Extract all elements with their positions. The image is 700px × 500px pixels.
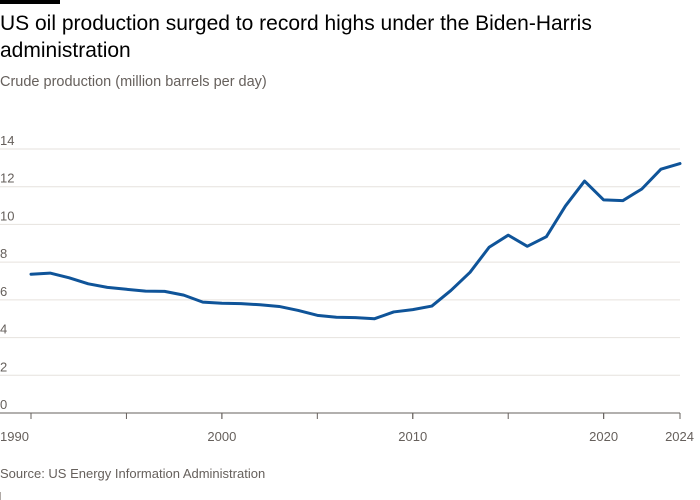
series-lines bbox=[29, 162, 682, 321]
data-point-2024 bbox=[678, 162, 682, 166]
data-point-2005 bbox=[315, 313, 319, 317]
chart-title: US oil production surged to record highs… bbox=[0, 12, 592, 62]
x-tick-label-1990: 1990 bbox=[0, 429, 29, 444]
data-point-1990 bbox=[29, 272, 33, 276]
chart-subtitle: Crude production (million barrels per da… bbox=[0, 74, 267, 90]
data-point-2016 bbox=[525, 244, 529, 248]
data-point-2013 bbox=[468, 270, 472, 274]
data-point-2007 bbox=[354, 316, 358, 320]
top-rule bbox=[0, 0, 60, 4]
data-point-2019 bbox=[583, 179, 587, 183]
corner-mark bbox=[0, 492, 9, 500]
data-point-2008 bbox=[373, 317, 377, 321]
source-note: Source: US Energy Information Administra… bbox=[0, 466, 266, 481]
data-point-1992 bbox=[67, 276, 71, 280]
data-points bbox=[29, 162, 682, 321]
data-point-2014 bbox=[487, 245, 491, 249]
y-tick-label-2: 2 bbox=[0, 359, 7, 374]
gridlines bbox=[0, 148, 680, 376]
data-point-1991 bbox=[48, 271, 52, 275]
data-point-2021 bbox=[621, 199, 625, 203]
x-axis: 1990 2000 2010 2020 2024 bbox=[0, 412, 694, 444]
data-point-1996 bbox=[144, 289, 148, 293]
series-line-0 bbox=[29, 162, 682, 321]
data-point-2020 bbox=[602, 198, 606, 202]
y-tick-label-10: 10 bbox=[0, 208, 14, 223]
data-point-2012 bbox=[449, 288, 453, 292]
data-point-2017 bbox=[544, 235, 548, 239]
data-point-2018 bbox=[563, 204, 567, 208]
x-tick-label-2010: 2010 bbox=[398, 429, 427, 444]
data-point-2023 bbox=[659, 167, 663, 171]
data-point-1998 bbox=[182, 293, 186, 297]
data-point-2010 bbox=[411, 308, 415, 312]
data-point-2000 bbox=[220, 301, 224, 305]
data-point-1999 bbox=[201, 300, 205, 304]
x-tick-label-2020: 2020 bbox=[589, 429, 618, 444]
data-point-1995 bbox=[124, 287, 128, 291]
data-point-2002 bbox=[258, 303, 262, 307]
data-point-2001 bbox=[239, 302, 243, 306]
data-point-2022 bbox=[640, 187, 644, 191]
y-tick-label-0: 0 bbox=[0, 397, 7, 412]
y-tick-label-12: 12 bbox=[0, 171, 14, 186]
data-point-2006 bbox=[334, 315, 338, 319]
data-point-2011 bbox=[430, 304, 434, 308]
y-axis-tick-labels: 0 2 4 6 8 10 12 14 bbox=[0, 133, 14, 412]
data-point-1997 bbox=[163, 289, 167, 293]
x-tick-label-2000: 2000 bbox=[207, 429, 236, 444]
data-point-2015 bbox=[506, 233, 510, 237]
y-tick-label-8: 8 bbox=[0, 246, 7, 261]
data-point-1994 bbox=[105, 285, 109, 289]
data-point-1993 bbox=[86, 282, 90, 286]
y-tick-label-4: 4 bbox=[0, 322, 7, 337]
data-point-2003 bbox=[277, 304, 281, 308]
y-tick-label-14: 14 bbox=[0, 133, 14, 148]
x-tick-label-2024: 2024 bbox=[665, 429, 694, 444]
data-point-2009 bbox=[392, 310, 396, 314]
y-tick-label-6: 6 bbox=[0, 284, 7, 299]
data-point-2004 bbox=[296, 308, 300, 312]
